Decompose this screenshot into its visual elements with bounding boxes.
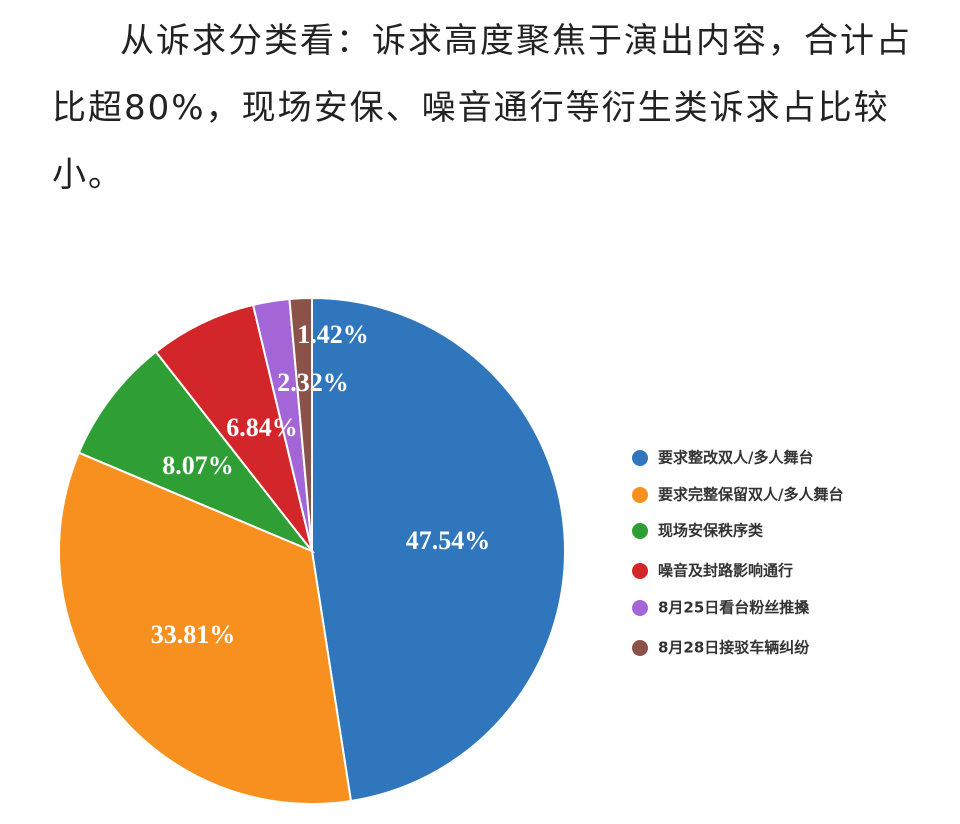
legend-label: 8月28日接驳车辆纠纷 — [658, 639, 810, 657]
pie-slice — [311, 296, 566, 803]
pie-slice — [288, 296, 313, 552]
legend-label: 8月25日看台粉丝推搡 — [658, 599, 810, 617]
pie-slice — [58, 451, 353, 805]
legend-label: 要求整改双人/多人舞台 — [658, 449, 813, 467]
legend-swatch — [632, 640, 648, 656]
pie-slice — [154, 303, 313, 552]
legend-swatch — [632, 523, 648, 539]
legend-swatch — [632, 563, 648, 579]
legend-label: 现场安保秩序类 — [658, 522, 764, 540]
legend-swatch — [632, 487, 648, 503]
legend-label: 要求完整保留双人/多人舞台 — [658, 486, 843, 504]
legend-swatch — [632, 600, 648, 616]
legend-swatch — [632, 450, 648, 466]
slice-label: 8.07% — [162, 451, 234, 480]
legend-label: 噪音及封路影响通行 — [658, 562, 793, 580]
slice-label: 33.81% — [151, 620, 236, 649]
slice-label: 6.84% — [226, 413, 298, 442]
slice-label: 47.54% — [406, 526, 491, 555]
pie-slice — [77, 350, 316, 554]
paragraph: 从诉求分类看：诉求高度聚焦于演出内容，合计占比超80%，现场安保、噪音通行等衍生… — [52, 21, 912, 195]
slice-label: 2.32% — [277, 368, 349, 397]
slice-label: 1.42% — [297, 320, 369, 349]
